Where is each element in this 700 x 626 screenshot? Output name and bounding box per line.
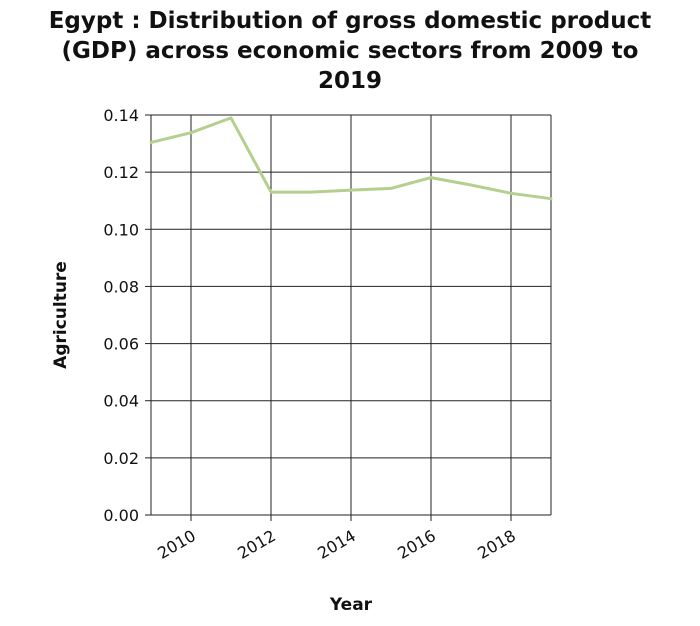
- y-tick-label: 0.06: [103, 335, 139, 354]
- y-tick-label: 0.10: [103, 220, 139, 239]
- chart-title-line-3: 2019: [318, 68, 382, 94]
- y-axis-ticks: 0.00 0.02 0.04 0.06 0.08 0.10 0.12 0.14: [103, 106, 139, 525]
- x-axis-ticks: 2010 2012 2014 2016 2018: [154, 526, 519, 563]
- x-tick-label: 2016: [394, 526, 439, 563]
- y-tick-label: 0.04: [103, 392, 139, 411]
- y-tick-label: 0.08: [103, 277, 139, 296]
- y-tick-label: 0.00: [103, 506, 139, 525]
- series-line-agriculture: [149, 116, 553, 201]
- x-tick-label: 2014: [314, 526, 359, 563]
- x-tick-label: 2012: [234, 526, 279, 563]
- chart-title-line-2: (GDP) across economic sectors from 2009 …: [62, 38, 639, 64]
- y-tick-label: 0.14: [103, 106, 139, 125]
- y-axis-title: Agriculture: [51, 261, 71, 369]
- x-axis-title: Year: [329, 595, 373, 615]
- x-tick-label: 2018: [474, 526, 519, 563]
- grid: [145, 114, 551, 521]
- chart-title-line-1: Egypt : Distribution of gross domestic p…: [49, 8, 652, 34]
- plot-frame: [150, 114, 552, 516]
- x-tick-label: 2010: [154, 526, 199, 563]
- series-group: [149, 116, 553, 201]
- y-tick-label: 0.02: [103, 449, 139, 468]
- y-tick-label: 0.12: [103, 163, 139, 182]
- chart-title: Egypt : Distribution of gross domestic p…: [49, 8, 652, 94]
